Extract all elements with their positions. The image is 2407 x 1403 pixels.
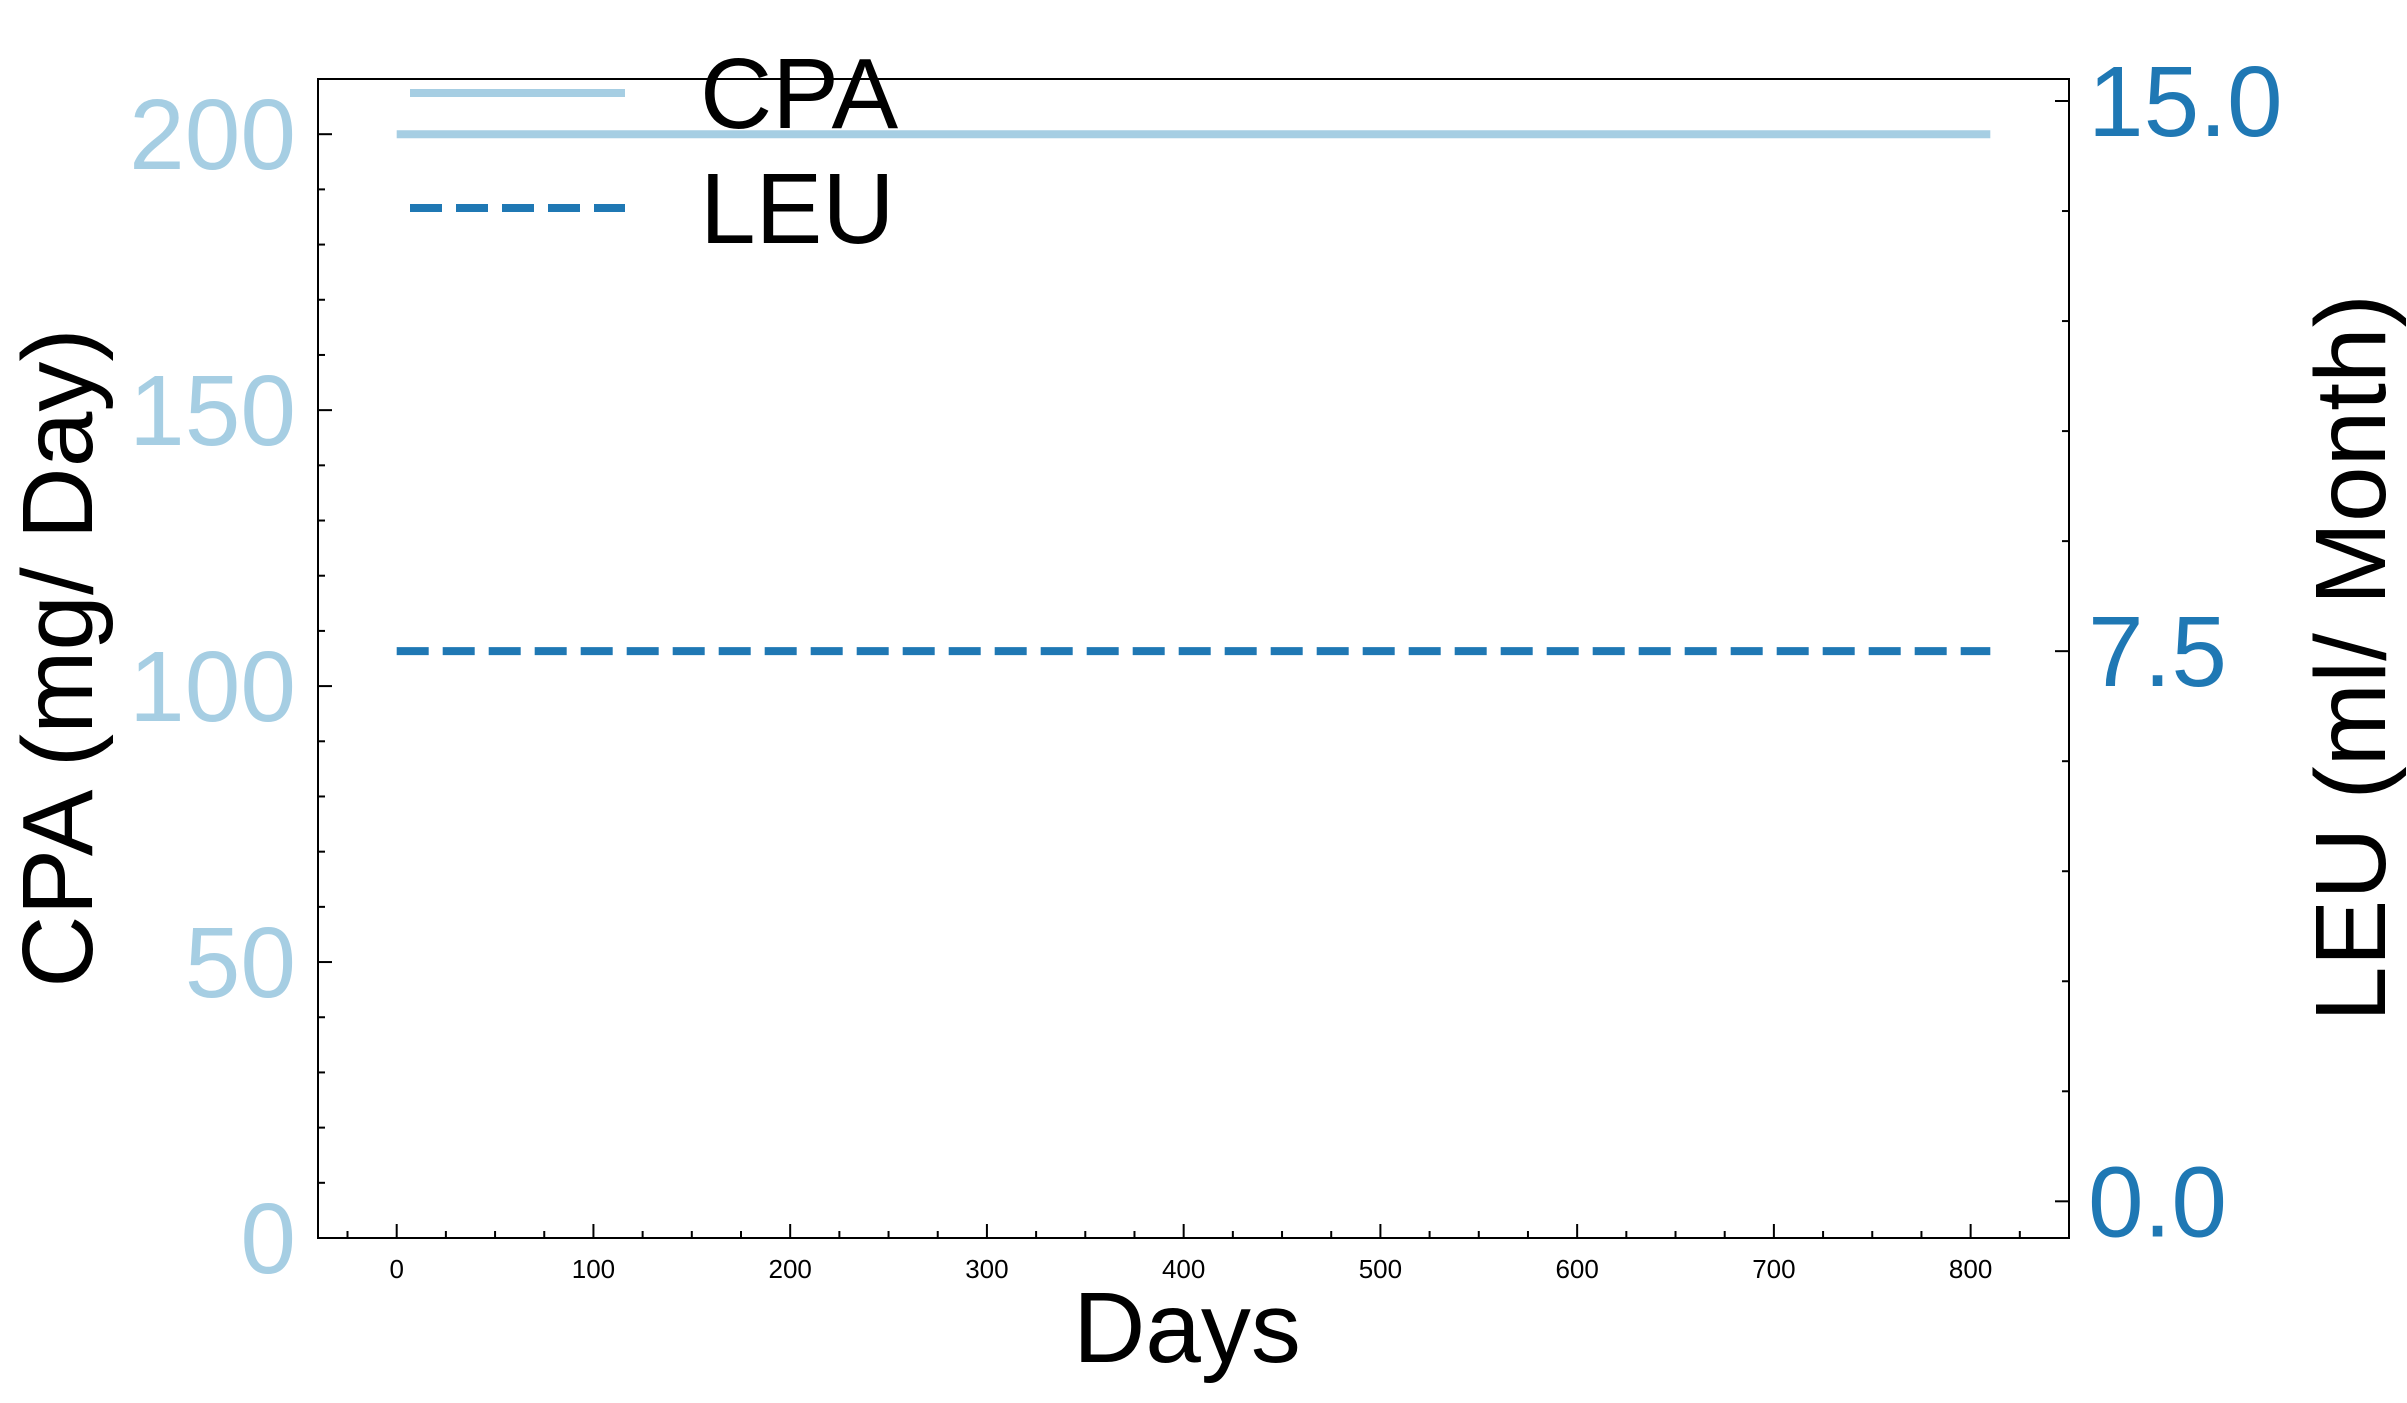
- y-right-axis-label: LEU (ml/ Month): [2295, 294, 2407, 1022]
- y-right-tick-label: 0.0: [2088, 1146, 2227, 1258]
- x-tick-label: 400: [1162, 1254, 1205, 1284]
- y-right-tick-label: 15.0: [2088, 46, 2283, 158]
- series-layer: [396, 130, 1991, 656]
- y-left-tick-label: 150: [129, 355, 296, 467]
- x-tick-label: 700: [1752, 1254, 1795, 1284]
- labels-layer: 0 100 200 300 400 500 600 700 800 0 50 100 150 200 0.0…: [129, 46, 2283, 1295]
- plot-frame: [317, 78, 2070, 1239]
- legend-label-leu: LEU: [700, 153, 895, 265]
- y-left-tick-label: 100: [129, 631, 296, 743]
- ticks-layer: [318, 100, 2070, 1239]
- x-tick-label: 0: [389, 1254, 403, 1284]
- x-tick-label: 300: [965, 1254, 1008, 1284]
- x-tick-label: 100: [572, 1254, 615, 1284]
- x-axis-label: Days: [1073, 1272, 1301, 1384]
- x-tick-label: 200: [768, 1254, 811, 1284]
- x-tick-label: 800: [1949, 1254, 1992, 1284]
- y-right-tick-label: 7.5: [2088, 596, 2227, 708]
- y-left-tick-label: 0: [240, 1183, 296, 1295]
- x-tick-label: 600: [1555, 1254, 1598, 1284]
- y-left-tick-label: 50: [185, 907, 296, 1019]
- x-tick-label: 500: [1359, 1254, 1402, 1284]
- y-left-tick-label: 200: [129, 79, 296, 191]
- legend-label-cpa: CPA: [700, 38, 898, 150]
- y-left-axis-label: CPA (mg/ Day): [2, 328, 114, 987]
